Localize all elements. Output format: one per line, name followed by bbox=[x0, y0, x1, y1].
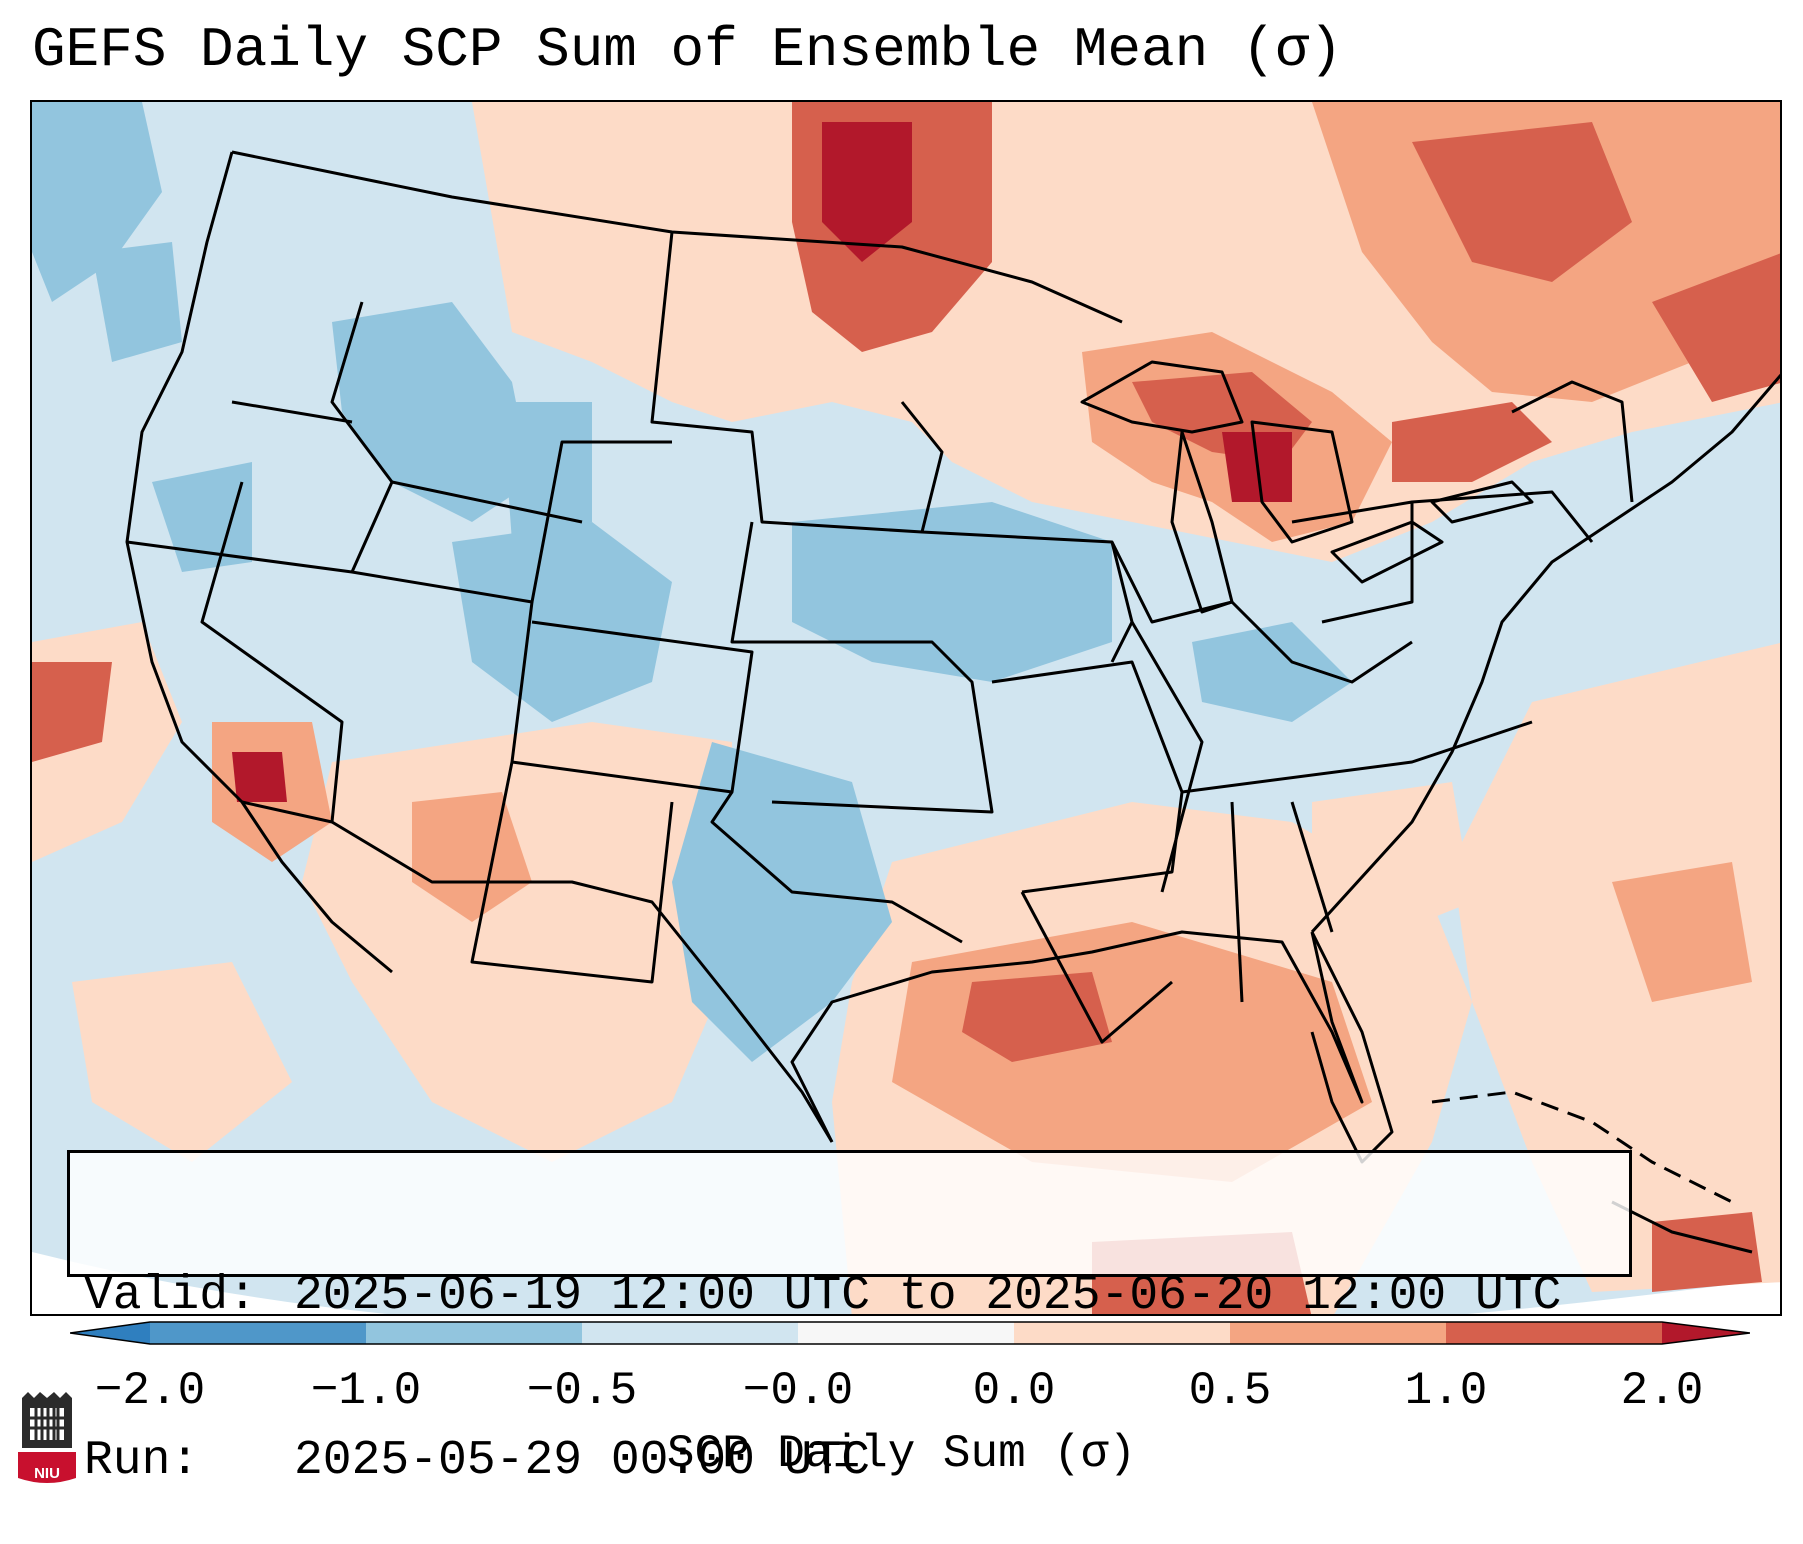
field-southwest-positive bbox=[302, 722, 732, 1162]
west-coast bbox=[125, 151, 393, 974]
colorbar-extend-low bbox=[70, 1322, 150, 1344]
us-canada-border bbox=[231, 150, 1123, 324]
colorbar-tick-label: −0.0 bbox=[742, 1365, 854, 1417]
run-label: Run: bbox=[84, 1434, 200, 1488]
colorbar-tick-label: −0.5 bbox=[526, 1365, 638, 1417]
colorbar-segment bbox=[366, 1322, 583, 1344]
field-arizona-mid bbox=[412, 792, 532, 922]
field-prairies-max bbox=[822, 122, 912, 262]
niu-logo-icon bbox=[18, 1392, 76, 1483]
us-mexico-border bbox=[241, 800, 834, 1143]
field-socal-max bbox=[232, 752, 287, 802]
field-pacific-nw-negative-2 bbox=[92, 242, 182, 362]
colorbar-segment bbox=[798, 1322, 1015, 1344]
colorbar-tick-label: −1.0 bbox=[310, 1365, 422, 1417]
field-gulf-strong bbox=[962, 972, 1112, 1062]
colorbar-segment bbox=[1230, 1322, 1447, 1344]
map-title: GEFS Daily SCP Sum of Ensemble Mean (σ) bbox=[32, 18, 1343, 82]
run-time-line: Run: 2025-05-29 00:00 UTC bbox=[84, 1434, 1629, 1489]
field-pacific-strong bbox=[32, 662, 112, 762]
field-california-negative bbox=[152, 462, 252, 572]
field-atlantic-mid bbox=[1612, 862, 1752, 1002]
field-texas-negative bbox=[672, 742, 892, 1062]
colorbar-tick-label: 0.5 bbox=[1188, 1365, 1272, 1417]
field-quebec-strong bbox=[1412, 122, 1632, 282]
valid-label: Valid: bbox=[84, 1269, 257, 1323]
gulf-coast bbox=[790, 930, 1364, 1143]
domain-corner bbox=[32, 1252, 388, 1314]
field-plains-negative bbox=[792, 502, 1112, 682]
colorbar-extend-high bbox=[1662, 1322, 1750, 1344]
field-carolinas-positive bbox=[1312, 782, 1472, 942]
field-cuba-strong bbox=[1652, 1212, 1762, 1292]
colorbar-outline bbox=[70, 1321, 1750, 1345]
colorbar-segment bbox=[1446, 1322, 1663, 1344]
run-value: 2025-05-29 00:00 UTC bbox=[294, 1434, 871, 1488]
east-coast bbox=[1310, 373, 1780, 934]
colorbar-title: SCP Daily Sum (σ) bbox=[666, 1428, 1137, 1480]
colorbar-segment bbox=[150, 1322, 367, 1344]
colorbar-tick-label: 0.0 bbox=[972, 1365, 1056, 1417]
valid-run-info-box: Valid: 2025-06-19 12:00 UTC to 2025-06-20… bbox=[67, 1150, 1632, 1488]
field-pacific-south bbox=[72, 962, 292, 1162]
field-maine bbox=[1652, 253, 1780, 402]
field-utah-colorado-negative bbox=[452, 522, 672, 722]
field-pacific-nw-negative bbox=[32, 102, 162, 302]
map-canvas bbox=[32, 102, 1780, 1314]
niu-logo: NIU bbox=[18, 1388, 76, 1486]
field-wyoming-negative bbox=[502, 402, 592, 542]
valid-time-line: Valid: 2025-06-19 12:00 UTC to 2025-06-20… bbox=[84, 1269, 1629, 1324]
positive-field-layer bbox=[32, 102, 1780, 1314]
colorbar-tick-label: 1.0 bbox=[1404, 1365, 1488, 1417]
colorbar bbox=[70, 1321, 1750, 1345]
colorbar-segment bbox=[582, 1322, 799, 1344]
map-panel bbox=[30, 100, 1782, 1316]
colorbar-tick-label: −2.0 bbox=[94, 1365, 206, 1417]
boundary-lines bbox=[125, 150, 1780, 1254]
colorbar-tick-label: 2.0 bbox=[1620, 1365, 1704, 1417]
field-ohio-valley-negative bbox=[1192, 622, 1352, 722]
niu-logo-text: NIU bbox=[34, 1465, 60, 1482]
field-atlantic-positive bbox=[1452, 642, 1780, 1292]
colorbar-segment bbox=[1014, 1322, 1231, 1344]
valid-value: 2025-06-19 12:00 UTC to 2025-06-20 12:00… bbox=[294, 1269, 1562, 1323]
field-lake-ontario bbox=[1392, 402, 1552, 482]
